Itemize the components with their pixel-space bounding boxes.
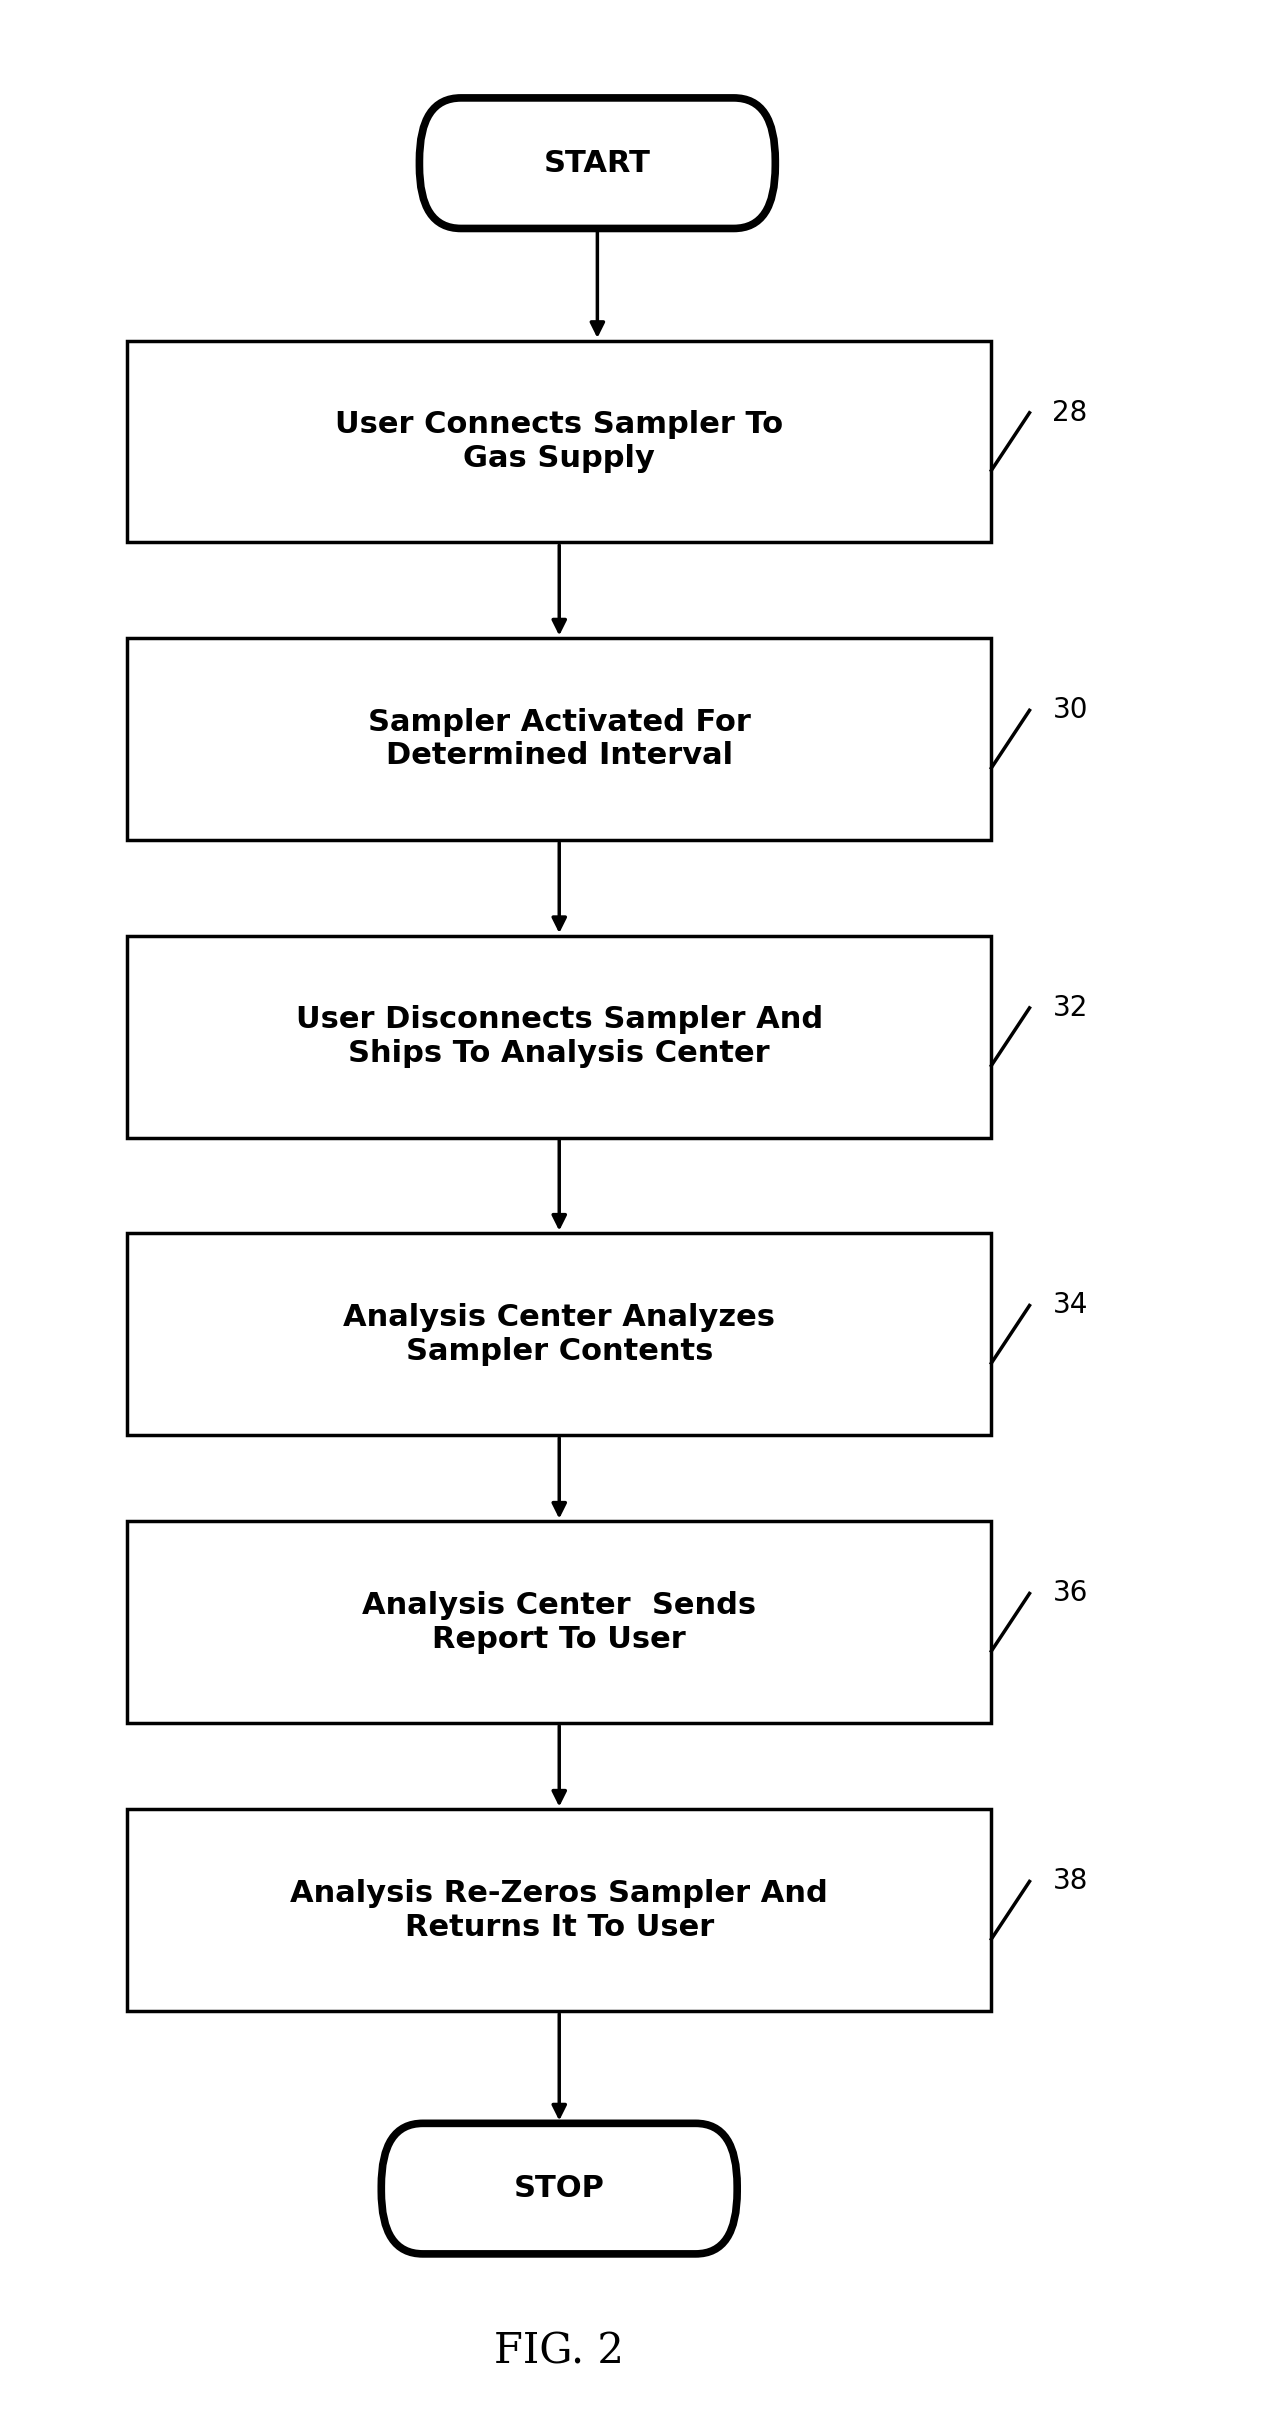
- Text: Sampler Activated For
Determined Interval: Sampler Activated For Determined Interva…: [367, 709, 751, 769]
- Bar: [127, 936, 991, 1137]
- Text: 28: 28: [1052, 399, 1088, 426]
- Text: Analysis Re-Zeros Sampler And
Returns It To User: Analysis Re-Zeros Sampler And Returns It…: [290, 1880, 829, 1942]
- Text: 38: 38: [1052, 1867, 1088, 1896]
- Text: START: START: [544, 148, 651, 177]
- Text: 36: 36: [1052, 1580, 1088, 1609]
- Text: Analysis Center Analyzes
Sampler Contents: Analysis Center Analyzes Sampler Content…: [343, 1304, 775, 1367]
- Text: 34: 34: [1052, 1292, 1088, 1318]
- Text: User Disconnects Sampler And
Ships To Analysis Center: User Disconnects Sampler And Ships To An…: [296, 1006, 822, 1069]
- Bar: [127, 1234, 991, 1434]
- Bar: [127, 341, 991, 542]
- Text: FIG. 2: FIG. 2: [494, 2332, 624, 2373]
- Text: STOP: STOP: [513, 2175, 605, 2204]
- FancyBboxPatch shape: [419, 97, 775, 227]
- Bar: [127, 639, 991, 839]
- Text: User Connects Sampler To
Gas Supply: User Connects Sampler To Gas Supply: [336, 411, 783, 472]
- Bar: [127, 1809, 991, 2010]
- Text: 30: 30: [1052, 697, 1088, 723]
- Bar: [127, 1522, 991, 1722]
- Text: Analysis Center  Sends
Report To User: Analysis Center Sends Report To User: [362, 1592, 756, 1655]
- FancyBboxPatch shape: [381, 2124, 737, 2255]
- Text: 32: 32: [1052, 994, 1088, 1021]
